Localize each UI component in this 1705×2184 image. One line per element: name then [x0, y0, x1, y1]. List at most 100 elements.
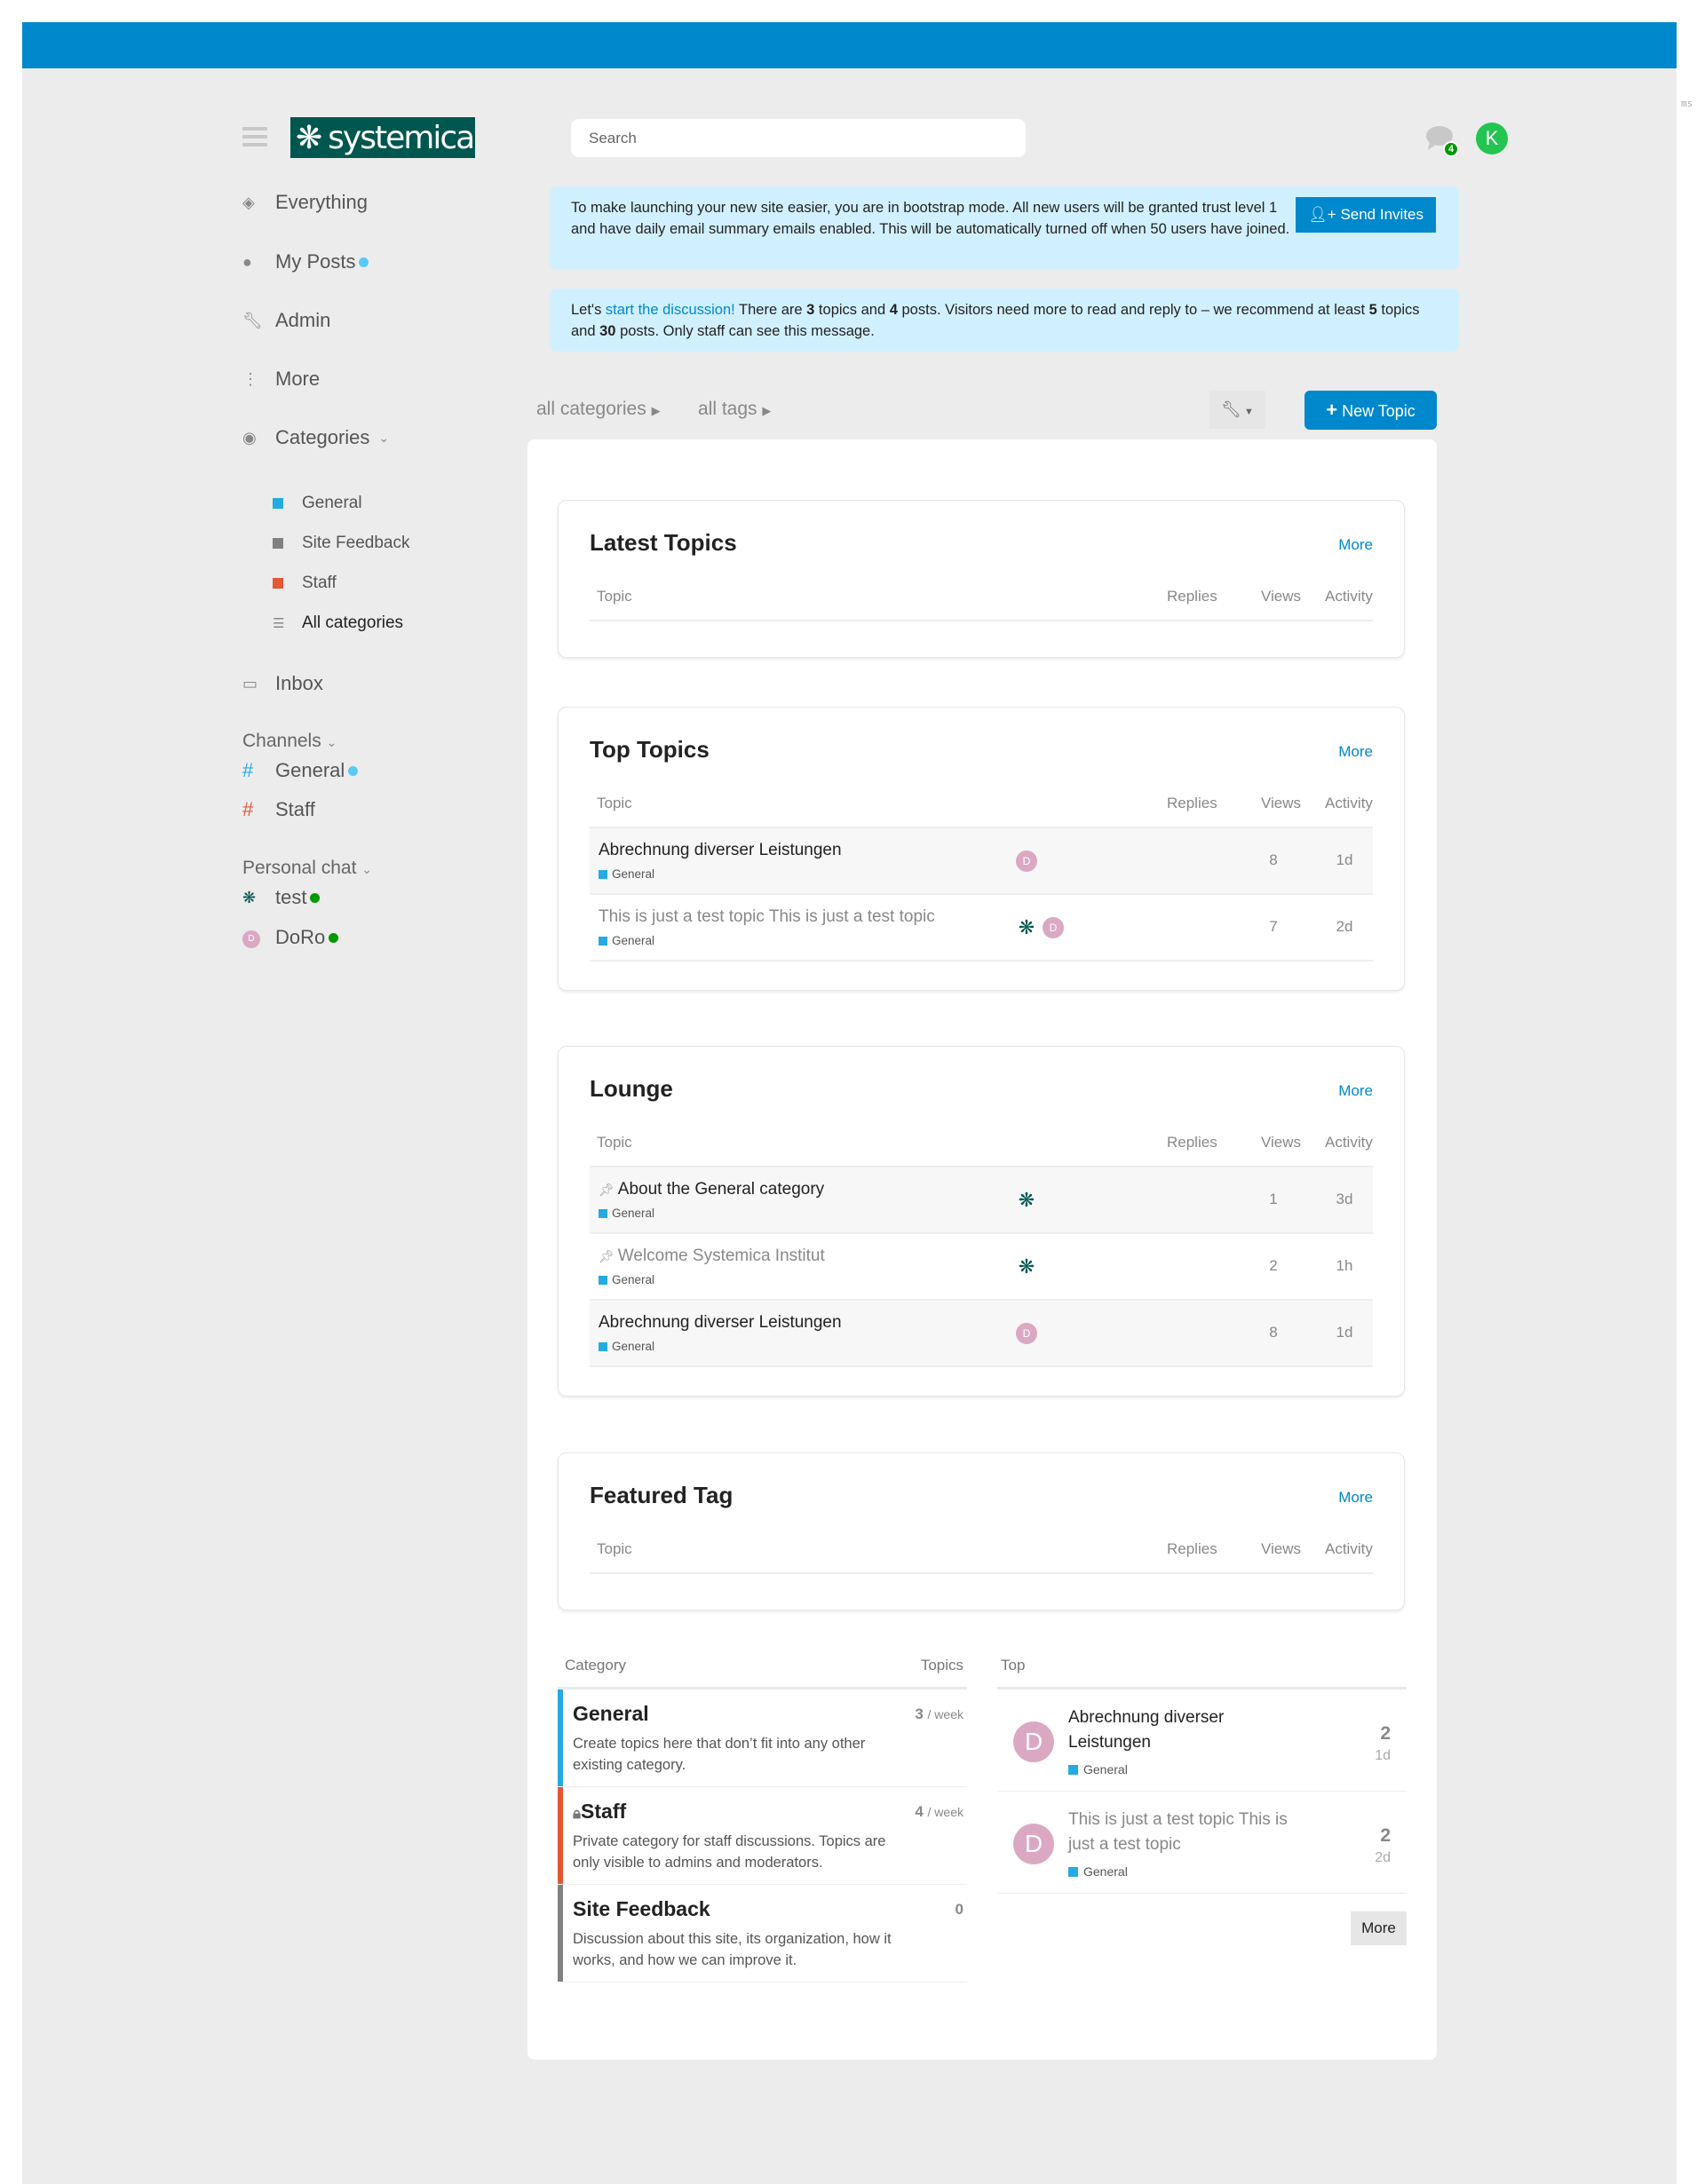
category-name: General: [1083, 1762, 1128, 1776]
table-header: Topic Replies Views Activity: [590, 584, 1373, 621]
category-row[interactable]: General Create topics here that don’t fit…: [558, 1689, 967, 1787]
column-header-topic[interactable]: Topic: [597, 795, 632, 811]
top-topic-row[interactable]: D Abrechnung diverser Leistungen General 2 1…: [997, 1689, 1407, 1792]
category-name-link[interactable]: General: [573, 1702, 967, 1726]
category-badge[interactable]: General: [599, 1273, 654, 1286]
category-row[interactable]: Site Feedback Discussion about this site,…: [558, 1885, 967, 1982]
topic-title-link[interactable]: 📌︎ Welcome Systemica Institut: [599, 1246, 825, 1266]
table-row[interactable]: Abrechnung diverser Leistungen General D 8 1…: [590, 828, 1373, 895]
column-header-activity[interactable]: Activity: [1325, 1134, 1373, 1151]
poster-avatar[interactable]: D: [1013, 1824, 1054, 1864]
poster-avatar-snowflake-icon[interactable]: ❋: [1018, 916, 1035, 938]
column-header-replies[interactable]: Replies: [1167, 795, 1217, 811]
table-row[interactable]: 📌︎ About the General category General ❋ 1 3d: [590, 1167, 1373, 1234]
activity-time[interactable]: 1d: [1336, 851, 1353, 868]
more-link[interactable]: More: [1338, 743, 1373, 760]
channel-staff[interactable]: # Staff: [242, 798, 315, 821]
column-header-views[interactable]: Views: [1261, 795, 1302, 811]
sidebar-all-categories[interactable]: ☰ All categories: [273, 613, 403, 633]
column-header-replies[interactable]: Replies: [1167, 1540, 1217, 1557]
category-badge[interactable]: General: [599, 934, 654, 947]
sidebar-item-my-posts[interactable]: ● My Posts: [242, 250, 369, 273]
column-header-replies[interactable]: Replies: [1167, 588, 1217, 605]
category-badge[interactable]: General: [1068, 1864, 1128, 1879]
category-badge[interactable]: General: [1068, 1762, 1128, 1776]
sidebar-item-everything[interactable]: ◈ Everything: [242, 191, 368, 214]
column-header-views[interactable]: Views: [1261, 1540, 1302, 1557]
table-row[interactable]: 📌︎ Welcome Systemica Institut General ❋ 2 1h: [590, 1234, 1373, 1301]
sidebar-item-inbox[interactable]: ▭ Inbox: [242, 672, 323, 695]
sidebar-item-admin[interactable]: 🔧︎ Admin: [242, 309, 330, 332]
column-header-topic[interactable]: Topic: [597, 588, 632, 605]
new-topic-button[interactable]: + New Topic: [1305, 391, 1437, 430]
column-header-activity[interactable]: Activity: [1325, 588, 1373, 605]
top-topic-row[interactable]: D This is just a test topic This is just …: [997, 1792, 1407, 1894]
column-header-activity[interactable]: Activity: [1325, 1540, 1373, 1557]
category-description: Create topics here that don’t fit into a…: [573, 1736, 866, 1773]
column-header: Topics: [920, 1657, 964, 1674]
more-link[interactable]: More: [1338, 1489, 1373, 1506]
category-badge[interactable]: General: [599, 1207, 654, 1220]
topic-title-link[interactable]: This is just a test topic This is just a…: [1068, 1810, 1288, 1854]
more-button[interactable]: More: [1351, 1911, 1407, 1945]
topic-title-link[interactable]: This is just a test topic This is just a…: [599, 907, 935, 927]
topic-title-link[interactable]: Abrechnung diverser Leistungen: [1068, 1708, 1225, 1752]
table-row[interactable]: Abrechnung diverser Leistungen General D 8 1…: [590, 1301, 1373, 1367]
search-input[interactable]: [571, 119, 1026, 157]
poster-avatar[interactable]: D: [1043, 917, 1064, 938]
personal-chat-header[interactable]: Personal chat ⌄: [242, 858, 372, 879]
topic-list-card: Top Topics More Topic Replies Views Activity A…: [558, 707, 1405, 991]
category-name: General: [612, 934, 655, 947]
start-discussion-link[interactable]: start the discussion!: [605, 302, 735, 318]
activity-time[interactable]: 1h: [1336, 1257, 1353, 1274]
category-badge[interactable]: General: [599, 1340, 654, 1353]
more-link[interactable]: More: [1338, 536, 1373, 553]
poster-avatar[interactable]: D: [1013, 1721, 1054, 1762]
channel-general[interactable]: # General: [242, 759, 359, 782]
activity-time[interactable]: 1d: [1336, 1324, 1353, 1341]
activity-time[interactable]: 2d: [1336, 918, 1353, 935]
tag-dropdown[interactable]: all tags ▶: [698, 399, 771, 420]
site-logo[interactable]: ❋ systemica: [290, 117, 475, 158]
column-header-topic[interactable]: Topic: [597, 1540, 632, 1557]
poster-avatar[interactable]: D: [1016, 1323, 1037, 1344]
column-header-replies[interactable]: Replies: [1167, 1134, 1217, 1151]
category-name-link[interactable]: Site Feedback: [573, 1897, 967, 1921]
hamburger-menu-icon[interactable]: [242, 127, 267, 151]
user-avatar[interactable]: K: [1476, 123, 1508, 154]
category-dropdown[interactable]: all categories ▶: [536, 399, 661, 420]
topic-title-link[interactable]: 📌︎ About the General category: [599, 1180, 824, 1199]
admin-tools-button[interactable]: 🔧︎ ▼: [1209, 391, 1265, 429]
poster-avatar-snowflake-icon[interactable]: ❋: [1018, 1189, 1035, 1211]
sidebar-category-general[interactable]: General: [273, 494, 362, 513]
activity-time[interactable]: 3d: [1336, 1191, 1353, 1207]
edge-text: ms: [1681, 98, 1693, 109]
chat-button[interactable]: 4: [1425, 125, 1459, 157]
sidebar-section-categories[interactable]: ◉ Categories ⌄: [242, 426, 389, 449]
dm-doro[interactable]: D DoRo: [242, 926, 339, 949]
topic-title: About the General category: [617, 1180, 825, 1199]
topic-title-link[interactable]: Abrechnung diverser Leistungen: [599, 1313, 842, 1333]
column-header-activity[interactable]: Activity: [1325, 795, 1373, 811]
posters: D: [1016, 851, 1037, 872]
topic-list-card: Featured Tag More Topic Replies Views Activit…: [558, 1452, 1405, 1610]
sidebar-item-more[interactable]: ⋮ More: [242, 368, 320, 391]
sidebar-category-site-feedback[interactable]: Site Feedback: [273, 534, 409, 553]
poster-avatar-snowflake-icon[interactable]: ❋: [1018, 1255, 1035, 1278]
chat-unread-badge: 4: [1443, 141, 1459, 157]
column-header-views[interactable]: Views: [1261, 588, 1302, 605]
category-name-link[interactable]: 🔒︎Staff: [573, 1800, 967, 1824]
category-row[interactable]: 🔒︎Staff Private category for staff discus…: [558, 1787, 967, 1885]
send-invites-button[interactable]: 👤︎+ Send Invites: [1296, 197, 1436, 233]
homepage-container: Latest Topics More Topic Replies Views Activi…: [527, 439, 1437, 2060]
sidebar-category-staff[interactable]: Staff: [273, 574, 337, 593]
column-header-views[interactable]: Views: [1261, 1134, 1302, 1151]
more-link[interactable]: More: [1338, 1082, 1373, 1099]
poster-avatar[interactable]: D: [1016, 851, 1037, 872]
channels-header[interactable]: Channels ⌄: [242, 731, 337, 752]
dm-test[interactable]: ❋ test: [242, 886, 321, 909]
category-badge[interactable]: General: [599, 867, 654, 881]
column-header-topic[interactable]: Topic: [597, 1134, 632, 1151]
topic-title-link[interactable]: Abrechnung diverser Leistungen: [599, 841, 842, 860]
table-row[interactable]: This is just a test topic This is just a…: [590, 895, 1373, 961]
